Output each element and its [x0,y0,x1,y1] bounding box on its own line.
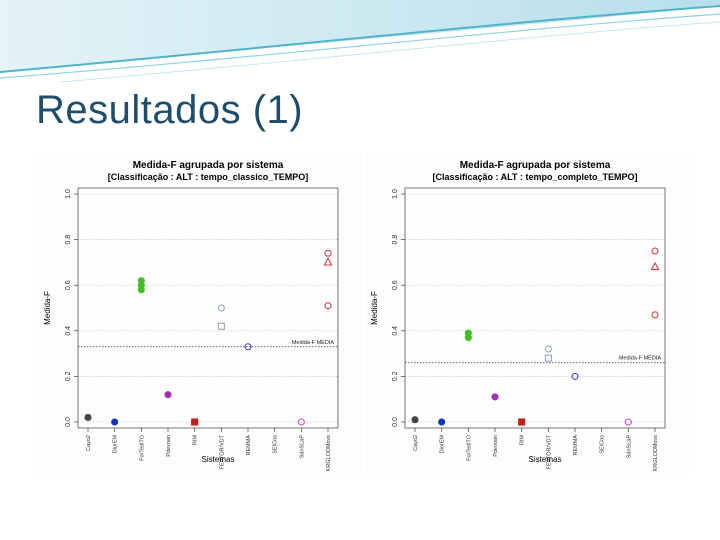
chart-panel-classico: Medida-F agrupada por sistema [Classifica… [38,152,362,476]
data-point [464,329,472,337]
plot-frame [404,187,666,429]
x-axis-label: Sistemas [529,455,562,464]
x-tick-label: SdnSLaP [626,435,632,459]
y-tick-label: 1.0 [65,189,72,199]
x-tick-label: Pdevoan [166,435,172,457]
x-tick-label: SEICos [273,435,279,454]
data-point [217,304,225,312]
y-tick-label: 0.0 [65,417,72,427]
data-point [324,249,332,257]
x-tick-label: DiorEM [440,435,446,454]
y-tick-label: 0.2 [392,371,399,381]
plot-frame [77,187,339,429]
data-point [323,257,333,266]
data-point [244,343,252,351]
data-point [297,418,305,426]
x-tick-label: DiorEM [113,435,119,454]
x-tick-label: FEATOR/VDT [219,434,225,469]
header-band [0,0,720,72]
data-point [84,413,92,421]
x-tick-label: ForTedlTO [139,434,145,461]
x-tick-label: Cayo2 [413,435,419,451]
y-tick-label: 1.0 [392,189,399,199]
y-axis-label: Medida-F [43,291,52,325]
x-tick-label: RIM [193,435,199,446]
y-tick-label: 0.2 [65,371,72,381]
average-line-label: Medida-F MÉDIA [292,339,335,346]
y-tick-label: 0.6 [392,280,399,290]
data-point [324,302,332,310]
data-point [411,416,419,424]
data-point [651,247,659,255]
y-tick-label: 0.8 [392,235,399,245]
data-point [518,418,526,426]
x-tick-label: SEICos [600,435,606,454]
scatter-chart-classico: Medida-F agrupada por sistema[Classifica… [43,160,339,472]
data-point [137,277,145,285]
slide-title: Resultados (1) [36,88,304,132]
y-tick-label: 0.4 [65,326,72,336]
x-tick-label: FEATOR/VDT [546,434,552,469]
x-axis-label: Sistemas [202,455,235,464]
x-tick-label: KRGLODMovs [326,435,332,472]
x-tick-label: Cayo2 [86,435,92,451]
data-point [544,354,552,362]
chart-title: Medida-F agrupada por sistema [460,160,611,171]
chart-title: Medida-F agrupada por sistema [133,160,284,171]
slide-header-decoration [0,0,720,83]
y-axis-label: Medida-F [370,291,379,325]
data-point [651,311,659,319]
header-swoosh-2 [0,13,720,79]
x-tick-label: SdnSLaP [299,435,305,459]
x-tick-label: REMMA [573,435,579,456]
x-tick-label: Pdevoan [493,435,499,457]
chart-panel-completo: Medida-F agrupada por sistema [Classifica… [365,152,689,476]
y-tick-label: 0.6 [65,280,72,290]
x-tick-label: REMMA [246,435,252,456]
data-point [217,322,225,330]
x-tick-label: ForTedlTO [466,434,472,461]
chart-subtitle: [Classificação : ALT : tempo_classico_TE… [108,172,309,182]
y-tick-label: 0.8 [65,235,72,245]
average-line-label: Medida-F MÉDIA [619,355,662,362]
data-point [544,345,552,353]
data-point [571,372,579,380]
data-point [438,418,446,426]
x-tick-label: RIM [520,435,526,446]
header-swoosh-1 [0,5,720,73]
y-tick-label: 0.4 [392,326,399,336]
data-point [191,418,199,426]
scatter-chart-completo: Medida-F agrupada por sistema[Classifica… [370,160,666,472]
x-tick-label: KRGLODMovs [653,435,659,472]
y-tick-label: 0.0 [392,417,399,427]
data-point [491,393,499,401]
chart-subtitle: [Classificação : ALT : tempo_completo_TE… [432,172,637,182]
data-point [164,391,172,399]
data-point [650,261,660,271]
header-swoosh-3 [59,21,720,83]
data-point [111,418,119,426]
data-point [624,418,632,426]
